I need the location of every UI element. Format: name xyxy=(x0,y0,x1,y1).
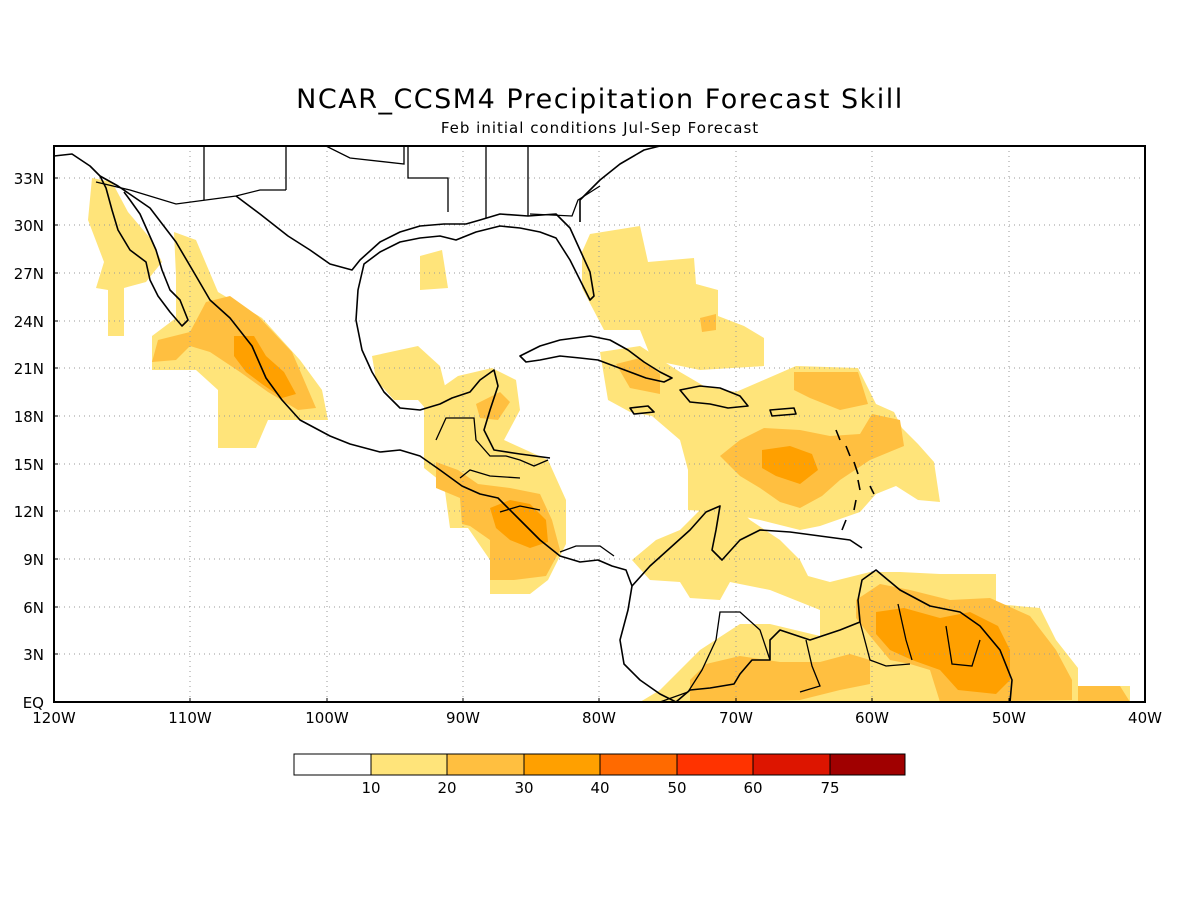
colorbar-label: 40 xyxy=(590,779,609,797)
page-title: NCAR_CCSM4 Precipitation Forecast Skill xyxy=(296,84,904,115)
lat-label: EQ xyxy=(23,694,44,712)
coastline-baja xyxy=(99,175,189,327)
colorbar: 10 20 30 40 50 60 75 xyxy=(293,753,906,797)
skill-region-cuba-20 xyxy=(616,358,660,394)
lat-label: 30N xyxy=(14,217,44,235)
coastline-puerto-rico xyxy=(769,407,797,417)
lon-label: 90W xyxy=(446,709,480,727)
colorbar-label: 30 xyxy=(514,779,533,797)
border-us-mexico xyxy=(95,181,286,205)
lat-lon-grid xyxy=(54,146,1145,702)
skill-region-gulf xyxy=(420,250,448,290)
lat-label: 24N xyxy=(14,313,44,331)
lon-label: 80W xyxy=(582,709,616,727)
colorbar-swatch xyxy=(446,753,525,776)
skill-region-bahamas-20 xyxy=(700,314,716,332)
lat-axis: EQ 3N 6N 9N 12N 15N 18N 21N 24N 27N 30N … xyxy=(14,170,58,712)
lat-label: 3N xyxy=(23,646,44,664)
coastline-hispaniola xyxy=(679,385,749,409)
skill-region-honduras-20 xyxy=(476,392,510,420)
lon-label: 120W xyxy=(32,709,76,727)
lon-label: 110W xyxy=(168,709,212,727)
skill-region-east-caribbean-30 xyxy=(762,446,818,484)
coastlines xyxy=(54,146,1013,702)
lon-axis: 120W 110W 100W 90W 80W 70W 60W 50W 40W xyxy=(32,698,1162,727)
lat-label: 6N xyxy=(23,599,44,617)
colorbar-swatch xyxy=(676,753,754,776)
coastline-cuba xyxy=(519,335,673,383)
colorbar-swatch xyxy=(293,753,372,776)
colorbar-swatch xyxy=(599,753,678,776)
skill-region-brazil-coast-20 xyxy=(1078,686,1130,702)
border-south-america xyxy=(659,603,981,702)
coastline-gulf-of-mexico xyxy=(235,195,595,459)
lat-label: 21N xyxy=(14,360,44,378)
borders xyxy=(95,146,981,702)
lat-label: 18N xyxy=(14,408,44,426)
colorbar-label: 75 xyxy=(820,779,839,797)
coastline-venezuela-colombia xyxy=(631,505,863,587)
colorbar-label: 10 xyxy=(361,779,380,797)
lat-label: 15N xyxy=(14,456,44,474)
lat-label: 9N xyxy=(23,551,44,569)
coastline-jamaica xyxy=(629,405,655,415)
colorbar-swatch xyxy=(523,753,601,776)
colorbar-label: 60 xyxy=(743,779,762,797)
colorbar-swatch xyxy=(829,753,906,776)
colorbar-swatch xyxy=(370,753,448,776)
skill-region-west-mexico-30 xyxy=(234,336,296,398)
colorbar-label: 20 xyxy=(437,779,456,797)
coastline-east-us xyxy=(579,146,661,222)
coastline-south-america xyxy=(675,569,1013,702)
colorbar-swatch xyxy=(752,753,831,776)
lon-label: 70W xyxy=(719,709,753,727)
lon-label: 50W xyxy=(992,709,1026,727)
skill-region-colombia-20 xyxy=(690,654,870,702)
skill-region-nicaragua-30 xyxy=(490,500,548,548)
lon-label: 100W xyxy=(305,709,349,727)
border-us-states xyxy=(203,146,601,218)
skill-region-florida-bahamas xyxy=(582,226,764,370)
colorbar-label: 50 xyxy=(667,779,686,797)
coastline-lesser-antilles xyxy=(835,429,875,531)
skill-region-baja xyxy=(88,178,162,336)
lon-label: 40W xyxy=(1128,709,1162,727)
lon-label: 60W xyxy=(855,709,889,727)
lat-label: 27N xyxy=(14,265,44,283)
lat-label: 33N xyxy=(14,170,44,188)
border-central-america xyxy=(435,417,615,557)
lat-label: 12N xyxy=(14,503,44,521)
page-subtitle: Feb initial conditions Jul-Sep Forecast xyxy=(440,119,760,137)
map-plot-area xyxy=(54,146,1145,702)
skill-region-guianas-30 xyxy=(876,608,1010,694)
skill-30-shading xyxy=(234,336,1010,694)
skill-region-antilles-north-20 xyxy=(794,372,868,410)
